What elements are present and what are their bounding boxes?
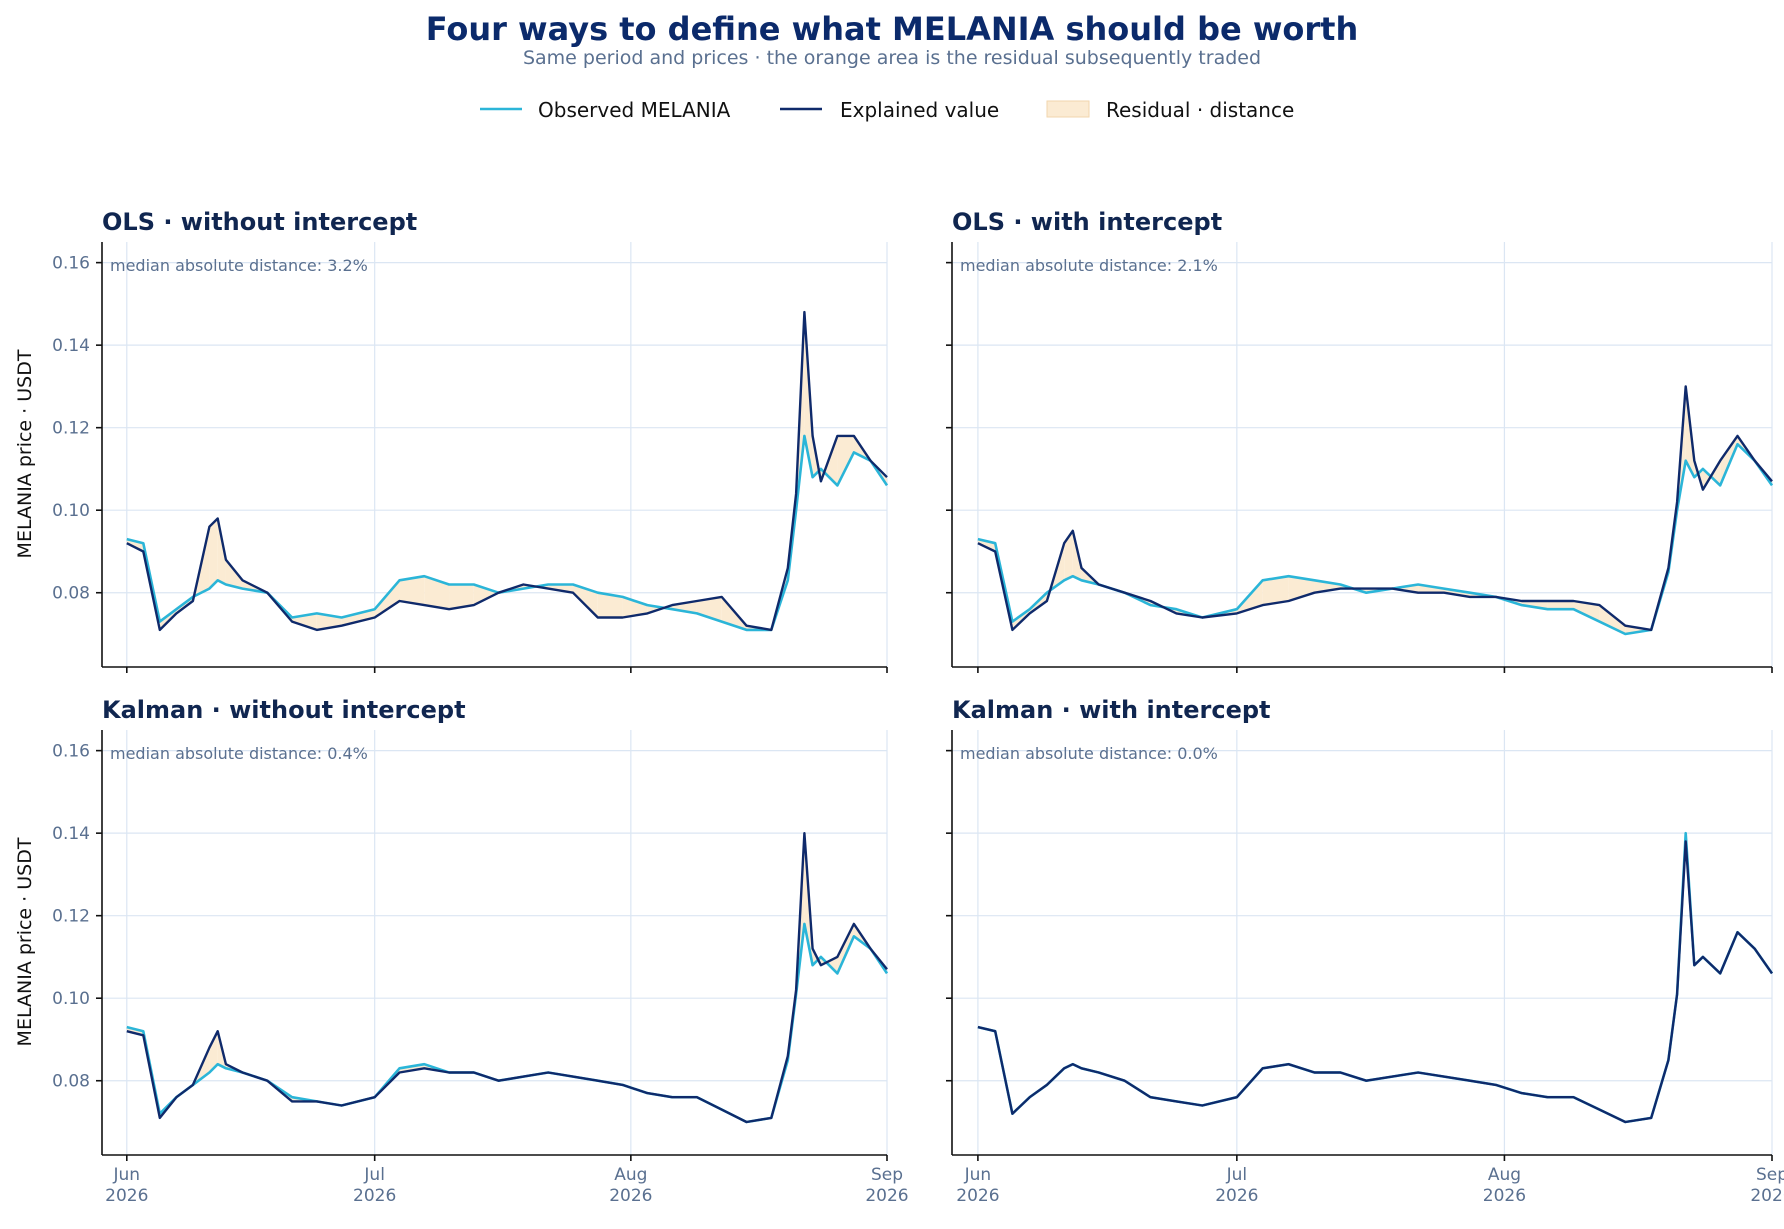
y-tick-label: 0.14 xyxy=(52,824,90,844)
x-tick-label-month: Sep xyxy=(1756,1165,1784,1185)
y-tick-label: 0.08 xyxy=(52,584,90,604)
legend-residual-label: Residual · distance xyxy=(1106,98,1294,122)
residual-area xyxy=(1547,600,1574,610)
y-tick-label: 0.14 xyxy=(52,336,90,356)
residual-area xyxy=(374,580,400,618)
y-tick-label: 0.10 xyxy=(52,989,90,1009)
series-explained-line xyxy=(977,385,1773,632)
y-tick-label: 0.12 xyxy=(52,907,90,927)
x-tick-label-year: 2026 xyxy=(956,1186,999,1206)
residual-area xyxy=(1314,580,1341,593)
y-tick-label: 0.08 xyxy=(52,1072,90,1092)
legend-explained-label: Explained value xyxy=(840,98,999,122)
series-observed-line xyxy=(977,442,1774,636)
residual-area xyxy=(424,576,450,610)
panel-title: Kalman · with intercept xyxy=(952,696,1271,724)
y-tick-label: 0.10 xyxy=(52,501,90,521)
x-tick-label-month: Jun xyxy=(113,1165,141,1185)
series-observed-line xyxy=(126,434,889,632)
legend-observed-label: Observed MELANIA xyxy=(538,98,731,122)
panel-3: Kalman · without intercept 0.08 0.10 0.12 0.… xyxy=(14,696,909,1206)
y-axis-label: MELANIA price · USDT xyxy=(14,837,36,1046)
residual-area xyxy=(225,559,243,589)
legend: Observed MELANIA Explained value Residua… xyxy=(480,98,1294,122)
x-tick-label-month: Sep xyxy=(871,1165,903,1185)
residual-area xyxy=(1262,576,1289,606)
residual-area xyxy=(209,518,218,589)
residual-area xyxy=(399,576,425,606)
x-tick-label-year: 2026 xyxy=(105,1186,148,1206)
panel-title: OLS · with intercept xyxy=(952,208,1222,236)
panel-annotation: median absolute distance: 0.0% xyxy=(960,744,1218,763)
y-tick-label: 0.16 xyxy=(52,254,90,274)
residual-area xyxy=(1573,600,1600,622)
x-tick-label-month: Aug xyxy=(1488,1165,1521,1185)
residual-area xyxy=(837,435,854,486)
x-tick-label-month: Jul xyxy=(363,1165,385,1185)
residual-area xyxy=(1064,530,1073,581)
residual-area xyxy=(597,592,623,618)
panels: OLS · without intercept 0.08 0.10 0.12 0.14 0… xyxy=(14,208,1784,1206)
panel-title: OLS · without intercept xyxy=(102,208,417,236)
y-axis-label: MELANIA price · USDT xyxy=(14,349,36,558)
series-explained-line xyxy=(126,832,888,1124)
panel-annotation: median absolute distance: 2.1% xyxy=(960,256,1218,275)
x-tick-label-year: 2026 xyxy=(609,1186,652,1206)
x-tick-label-year: 2026 xyxy=(1215,1186,1258,1206)
panel-annotation: median absolute distance: 0.4% xyxy=(110,744,368,763)
residual-area xyxy=(573,584,598,618)
series-explained-line xyxy=(977,840,1773,1124)
residual-area xyxy=(341,609,375,626)
residual-area xyxy=(812,948,821,966)
x-tick-label-year: 2026 xyxy=(1750,1186,1784,1206)
panel-2: OLS · with intercept median absolute dist… xyxy=(946,208,1774,673)
residual-area xyxy=(1599,605,1626,634)
chart-subtitle: Same period and prices · the orange area… xyxy=(523,47,1261,69)
residual-area xyxy=(209,1031,218,1073)
residual-area xyxy=(622,596,648,618)
residual-area xyxy=(449,584,474,610)
series-observed-line xyxy=(126,922,889,1124)
y-tick-label: 0.16 xyxy=(52,742,90,762)
panel-4: Kalman · with interceptJun2026Jul2026Aug… xyxy=(946,696,1784,1206)
panel-1: OLS · without intercept 0.08 0.10 0.12 0.14 0… xyxy=(14,208,889,673)
x-tick-label-month: Aug xyxy=(614,1165,647,1185)
x-tick-label-month: Jul xyxy=(1226,1165,1248,1185)
y-tick-label: 0.12 xyxy=(52,419,90,439)
panel-annotation: median absolute distance: 3.2% xyxy=(110,256,368,275)
x-tick-label-year: 2026 xyxy=(1483,1186,1526,1206)
chart-title: Four ways to define what MELANIA should … xyxy=(426,10,1358,48)
residual-areas xyxy=(126,312,887,630)
x-tick-label-month: Jun xyxy=(964,1165,992,1185)
residual-area xyxy=(1288,576,1315,601)
panel-title: Kalman · without intercept xyxy=(102,696,466,724)
series-explained-line xyxy=(126,310,888,632)
x-tick-label-year: 2026 xyxy=(353,1186,396,1206)
residual-area xyxy=(217,518,226,585)
legend-residual-swatch xyxy=(1046,100,1090,118)
residual-area xyxy=(473,584,499,606)
x-tick-label-year: 2026 xyxy=(865,1186,908,1206)
